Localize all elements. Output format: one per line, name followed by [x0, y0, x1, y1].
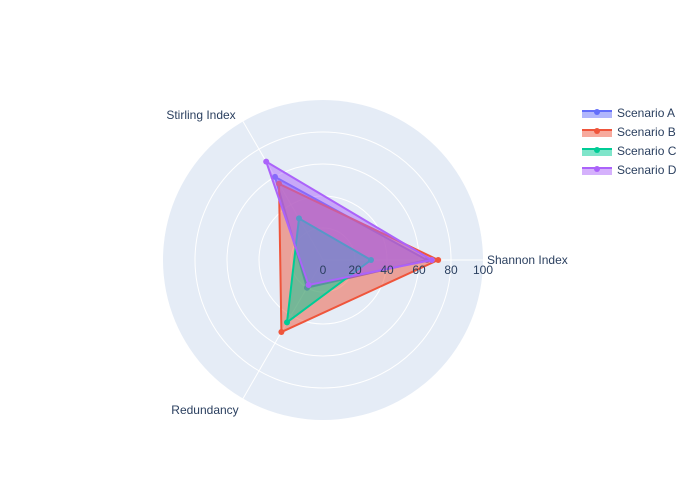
legend[interactable]: Scenario A Scenario B Scenario C Scenario D [582, 106, 677, 177]
radial-tick-label: 20 [348, 263, 362, 277]
legend-item[interactable]: Scenario A [582, 106, 675, 120]
data-point[interactable] [305, 281, 312, 288]
axis-label: Redundancy [171, 403, 238, 417]
series-traces [263, 158, 442, 336]
data-point[interactable] [284, 319, 290, 326]
legend-label: Scenario B [617, 125, 676, 139]
data-point[interactable] [428, 257, 435, 263]
radial-tick-label: 100 [473, 263, 493, 277]
legend-marker [594, 128, 600, 134]
angular-axis-labels: Shannon Index Stirling Index Redundancy [166, 108, 567, 417]
radial-tick-label: 60 [412, 263, 426, 277]
legend-label: Scenario A [617, 106, 675, 120]
radial-tick-label: 0 [320, 263, 327, 277]
radial-tick-label: 40 [380, 263, 394, 277]
series-area [266, 161, 432, 285]
data-point[interactable] [263, 158, 270, 165]
legend-marker [594, 166, 600, 172]
radial-tick-labels: 0 20 40 60 80 100 [320, 263, 494, 277]
legend-marker [594, 147, 600, 153]
axis-label: Stirling Index [166, 108, 235, 122]
legend-label: Scenario C [617, 144, 677, 158]
axis-label: Shannon Index [487, 253, 568, 267]
data-point[interactable] [435, 257, 442, 263]
data-point[interactable] [278, 329, 285, 336]
legend-label: Scenario D [617, 163, 677, 177]
legend-item[interactable]: Scenario D [582, 163, 677, 177]
legend-marker [594, 109, 600, 115]
legend-item[interactable]: Scenario B [582, 125, 676, 139]
series-trace[interactable] [263, 158, 435, 288]
radial-tick-label: 80 [444, 263, 458, 277]
series-line [265, 160, 433, 286]
legend-item[interactable]: Scenario C [582, 144, 677, 158]
